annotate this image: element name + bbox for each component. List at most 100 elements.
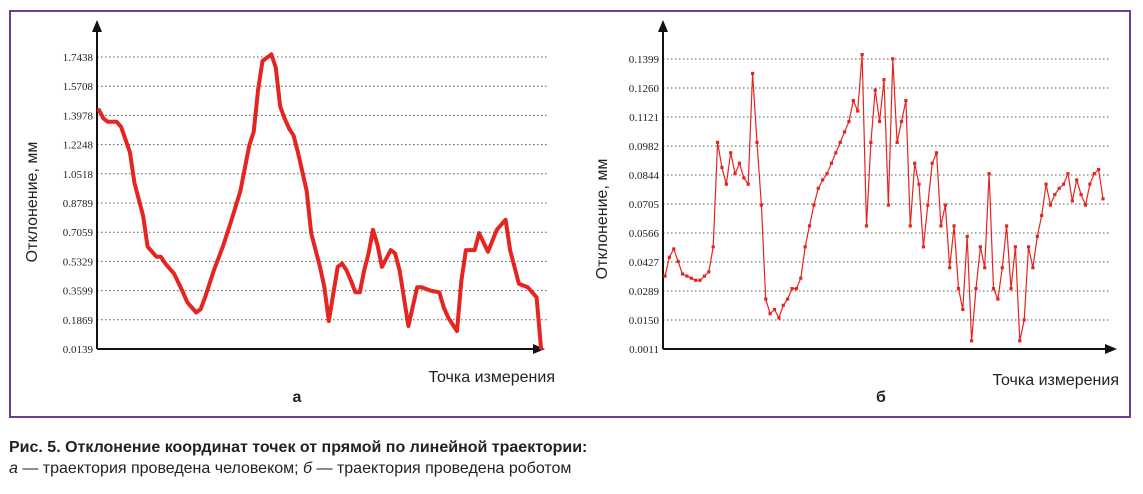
data-point-b — [786, 297, 790, 301]
data-point-b — [983, 266, 987, 270]
data-point-b — [829, 161, 834, 165]
series-line-a — [97, 52, 543, 350]
data-point-b — [772, 307, 777, 312]
data-point-b — [860, 53, 864, 57]
data-point-b — [864, 224, 869, 228]
y-tick-label-b: 0.0150 — [629, 315, 660, 327]
data-point-b — [934, 151, 939, 155]
data-point-b — [834, 151, 838, 155]
y-axis-label-b: Отклонение, мм — [594, 159, 611, 280]
chart-panel-a: 1.7438 1.5708 1.3978 1.2248 1.0518 0.8789 0.70… — [11, 12, 571, 416]
data-point-b — [1092, 172, 1096, 176]
data-point-b — [838, 140, 842, 144]
y-tick-label-b: 0.0289 — [629, 286, 660, 298]
data-point-b — [707, 270, 711, 274]
y-tick-label-a: 1.2248 — [63, 140, 94, 152]
data-point-b — [926, 203, 930, 207]
data-point-b — [1018, 339, 1022, 343]
data-point-b — [742, 176, 746, 180]
x-axis-arrow-b — [1105, 344, 1117, 354]
data-point-b — [948, 266, 952, 270]
data-point-b — [943, 203, 947, 207]
data-point-b — [939, 224, 943, 228]
data-point-b — [961, 307, 965, 312]
data-point-b — [987, 172, 991, 176]
data-point-b — [724, 182, 728, 186]
data-point-b — [777, 316, 781, 320]
data-point-b — [720, 165, 724, 170]
data-point-b — [1075, 178, 1079, 182]
data-point-b — [1009, 287, 1013, 291]
data-point-b — [882, 78, 886, 82]
data-point-b — [1000, 266, 1004, 270]
data-point-b — [996, 297, 1000, 301]
y-tick-label-a: 1.7438 — [63, 52, 94, 64]
data-point-b — [1070, 199, 1074, 203]
x-axis-label-b: Точка измерения — [992, 372, 1119, 389]
data-point-b — [1066, 172, 1070, 176]
data-point-b — [952, 224, 956, 228]
data-point-b — [812, 203, 816, 207]
data-point-b — [1053, 192, 1057, 197]
data-point-b — [715, 140, 720, 144]
data-point-b — [799, 276, 803, 280]
data-point-b — [680, 272, 685, 276]
data-point-b — [1097, 167, 1101, 172]
y-tick-label-a: 1.0518 — [63, 169, 94, 181]
data-point-b — [764, 297, 768, 301]
data-point-b — [816, 186, 820, 190]
caption-text-a: — траектория проведена человеком; — [17, 460, 304, 477]
y-tick-label-b: 0.1260 — [629, 83, 660, 95]
caption-title: Рис. 5. Отклонение координат точек от пр… — [9, 439, 588, 456]
chart-panel-b: 0.1399 0.1260 0.1121 0.0982 0.0844 0.0705 0.05… — [581, 12, 1129, 416]
x-axis-arrow-a — [533, 344, 545, 354]
data-point-b — [1083, 203, 1088, 207]
data-point-b — [803, 245, 807, 249]
data-point-b — [751, 71, 755, 76]
data-point-b — [1040, 213, 1044, 218]
y-tick-label-a: 1.3978 — [63, 110, 94, 122]
y-tick-label-b: 0.0427 — [629, 257, 660, 269]
data-point-b — [1088, 182, 1092, 186]
figure-caption: Рис. 5. Отклонение координат точек от пр… — [9, 438, 1129, 479]
data-point-b — [974, 287, 978, 291]
data-point-b — [790, 287, 794, 291]
data-point-b — [851, 98, 855, 103]
data-point-b — [1061, 182, 1066, 186]
data-point-b — [886, 203, 890, 207]
data-point-b — [917, 182, 921, 186]
data-point-b — [676, 259, 680, 264]
data-point-b — [965, 234, 969, 238]
data-point-b — [970, 339, 974, 343]
y-tick-label-b: 0.0705 — [629, 199, 660, 211]
data-point-b — [1044, 182, 1048, 186]
x-axis-label-a: Точка измерения — [428, 369, 555, 386]
data-point-b — [1079, 192, 1083, 197]
series-line-b — [664, 53, 1104, 342]
data-point-b — [755, 140, 759, 144]
y-tick-label-a: 0.5329 — [63, 256, 94, 268]
y-tick-label-a: 0.8789 — [63, 198, 94, 210]
data-point-b — [667, 255, 671, 259]
y-tick-label-a: 0.1869 — [63, 315, 94, 327]
data-point-b — [737, 161, 742, 165]
y-tick-label-a: 1.5708 — [63, 81, 94, 93]
data-point-b — [768, 312, 772, 316]
chart-a-svg: 1.7438 1.5708 1.3978 1.2248 1.0518 0.8789 0.70… — [24, 20, 555, 406]
data-point-b — [672, 247, 676, 251]
y-tick-label-b: 0.0982 — [629, 141, 659, 153]
data-point-b — [794, 287, 798, 291]
data-point-b — [694, 278, 698, 282]
data-point-b — [1035, 234, 1039, 238]
y-axis-arrow-a — [92, 20, 102, 32]
caption-subtitle: а — траектория проведена человеком; б — … — [9, 458, 1129, 479]
data-point-b — [891, 57, 895, 61]
data-point-b — [807, 224, 812, 228]
y-tick-label-b: 0.1121 — [629, 112, 659, 124]
data-point-b — [759, 203, 763, 207]
y-axis-arrow-b — [658, 20, 668, 32]
data-point-b — [899, 119, 904, 124]
data-point-b — [978, 245, 982, 249]
data-point-b — [895, 140, 899, 144]
data-point-b — [842, 130, 847, 134]
